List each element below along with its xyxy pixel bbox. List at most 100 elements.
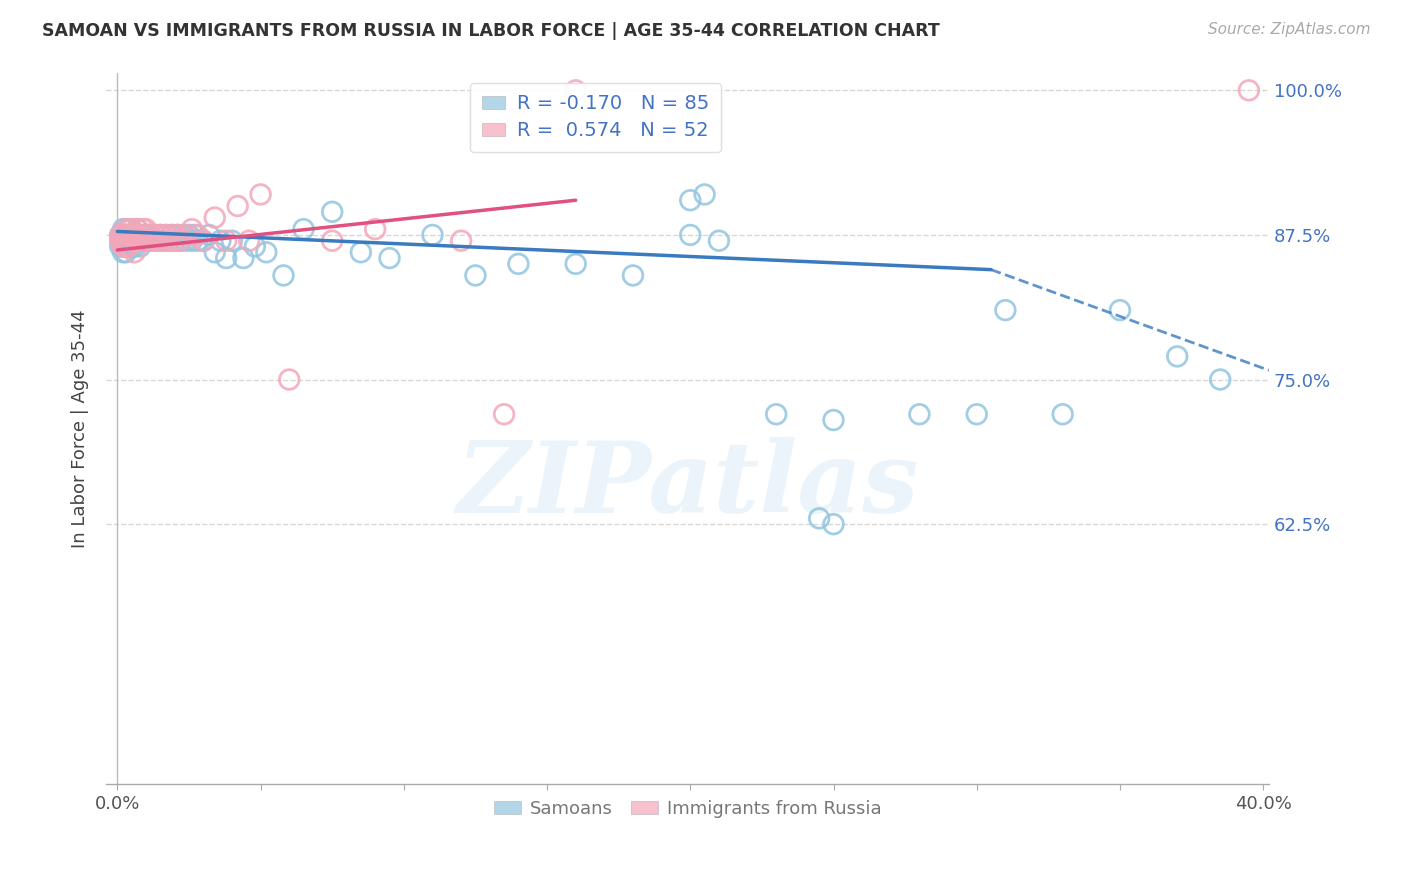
Point xyxy=(132,234,155,248)
Point xyxy=(166,227,188,242)
Point xyxy=(707,234,730,248)
Point xyxy=(115,234,138,248)
Point xyxy=(823,413,845,427)
Point xyxy=(127,222,149,236)
Point xyxy=(994,303,1017,318)
Point xyxy=(129,239,152,253)
Point xyxy=(127,227,149,242)
Point xyxy=(221,234,243,248)
Point xyxy=(183,227,205,242)
Point xyxy=(193,234,215,248)
Point xyxy=(132,234,155,248)
Point xyxy=(115,227,138,242)
Point xyxy=(121,222,143,236)
Point xyxy=(238,234,260,248)
Point xyxy=(564,83,586,97)
Point xyxy=(226,199,249,213)
Point xyxy=(765,407,787,421)
Point xyxy=(422,227,444,242)
Point xyxy=(364,222,387,236)
Point xyxy=(124,245,146,260)
Point xyxy=(160,227,183,242)
Point xyxy=(174,234,197,248)
Point xyxy=(124,239,146,253)
Point xyxy=(112,234,135,248)
Point xyxy=(118,222,141,236)
Y-axis label: In Labor Force | Age 35-44: In Labor Force | Age 35-44 xyxy=(72,310,89,548)
Point xyxy=(146,234,169,248)
Point xyxy=(115,227,138,242)
Point xyxy=(149,227,172,242)
Point xyxy=(823,517,845,532)
Point xyxy=(292,222,315,236)
Point xyxy=(135,222,157,236)
Point xyxy=(118,239,141,253)
Point xyxy=(679,193,702,207)
Point xyxy=(121,227,143,242)
Point xyxy=(127,227,149,242)
Point xyxy=(115,222,138,236)
Point xyxy=(180,234,202,248)
Text: Source: ZipAtlas.com: Source: ZipAtlas.com xyxy=(1208,22,1371,37)
Point xyxy=(124,234,146,248)
Point xyxy=(118,227,141,242)
Point xyxy=(115,222,138,236)
Point xyxy=(273,268,295,283)
Point xyxy=(204,245,226,260)
Point xyxy=(177,227,200,242)
Text: ZIPatlas: ZIPatlas xyxy=(456,437,918,534)
Point xyxy=(135,234,157,248)
Point xyxy=(508,257,530,271)
Point xyxy=(141,234,163,248)
Point xyxy=(115,239,138,253)
Point xyxy=(138,227,160,242)
Point xyxy=(118,239,141,253)
Point xyxy=(1166,350,1188,364)
Point xyxy=(174,227,197,242)
Point xyxy=(1237,83,1260,97)
Point xyxy=(121,227,143,242)
Point xyxy=(110,234,132,248)
Point xyxy=(204,211,226,225)
Point xyxy=(132,222,155,236)
Point xyxy=(494,407,516,421)
Point xyxy=(157,234,180,248)
Point xyxy=(679,227,702,242)
Point xyxy=(198,227,221,242)
Point xyxy=(1209,372,1232,386)
Point xyxy=(169,234,191,248)
Point xyxy=(132,227,155,242)
Point xyxy=(187,234,209,248)
Point xyxy=(155,227,177,242)
Point xyxy=(124,234,146,248)
Point xyxy=(110,239,132,253)
Point xyxy=(693,187,716,202)
Point xyxy=(146,234,169,248)
Text: SAMOAN VS IMMIGRANTS FROM RUSSIA IN LABOR FORCE | AGE 35-44 CORRELATION CHART: SAMOAN VS IMMIGRANTS FROM RUSSIA IN LABO… xyxy=(42,22,941,40)
Point xyxy=(118,227,141,242)
Point xyxy=(160,227,183,242)
Point xyxy=(135,227,157,242)
Legend: Samoans, Immigrants from Russia: Samoans, Immigrants from Russia xyxy=(486,793,889,825)
Point xyxy=(378,251,401,265)
Point xyxy=(621,268,644,283)
Point xyxy=(115,245,138,260)
Point xyxy=(215,251,238,265)
Point xyxy=(450,234,472,248)
Point xyxy=(254,245,277,260)
Point xyxy=(193,234,215,248)
Point xyxy=(1052,407,1074,421)
Point xyxy=(350,245,373,260)
Point xyxy=(149,227,172,242)
Point xyxy=(464,268,486,283)
Point xyxy=(121,234,143,248)
Point xyxy=(152,234,174,248)
Point xyxy=(180,222,202,236)
Point xyxy=(124,227,146,242)
Point xyxy=(232,251,254,265)
Point xyxy=(110,227,132,242)
Point xyxy=(163,234,186,248)
Point xyxy=(138,227,160,242)
Point xyxy=(209,234,232,248)
Point xyxy=(564,257,586,271)
